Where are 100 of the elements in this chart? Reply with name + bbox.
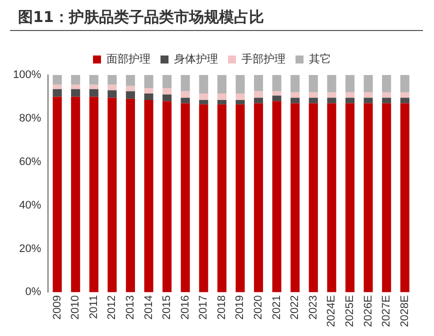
bar — [162, 75, 172, 88]
x-tick-label: 2015 — [161, 295, 174, 320]
bar — [162, 101, 172, 292]
bar — [180, 103, 190, 292]
bar — [254, 91, 264, 98]
y-tick-label: 60% — [19, 156, 42, 168]
bar — [52, 75, 62, 85]
bar — [217, 100, 226, 104]
x-tick-label: 2024E — [326, 295, 338, 328]
bar — [400, 75, 410, 92]
bar — [290, 98, 300, 104]
bar — [162, 88, 172, 95]
x-tick-label: 2016 — [179, 295, 192, 320]
legend-label: 面部护理 — [106, 52, 150, 66]
bar — [327, 98, 336, 104]
bar — [126, 98, 135, 292]
bar — [327, 92, 336, 98]
x-tick-label: 2022 — [289, 295, 302, 320]
bar — [89, 75, 98, 85]
bar — [254, 75, 264, 92]
x-tick-label: 2017 — [198, 295, 210, 320]
bar — [364, 75, 373, 92]
x-tick-label: 2011 — [88, 295, 100, 319]
x-tick-label: 2026E — [362, 295, 374, 328]
bar — [199, 104, 208, 292]
bar — [126, 86, 135, 92]
y-tick-label: 0% — [25, 286, 42, 298]
bar — [89, 89, 98, 97]
bar — [308, 103, 318, 292]
bar — [217, 93, 226, 100]
x-tick-label: 2025E — [344, 295, 356, 328]
bar — [308, 98, 318, 104]
x-tick-label: 2009 — [51, 295, 64, 320]
x-tick-label: 2010 — [70, 295, 82, 320]
x-tick-label: 2023 — [307, 295, 320, 320]
bar — [199, 100, 208, 104]
bar — [108, 84, 117, 90]
bar — [236, 100, 245, 104]
bar — [236, 93, 245, 100]
bar — [254, 98, 264, 104]
legend-label: 身体护理 — [174, 52, 218, 66]
x-tick-label: 2021 — [270, 295, 283, 320]
bar — [400, 98, 410, 104]
bar — [108, 90, 117, 98]
bar — [144, 100, 154, 292]
bar — [272, 96, 282, 102]
bar — [382, 75, 392, 92]
bar — [52, 96, 62, 292]
chart-title: 图11：护肤品类子品类市场规模占比 — [10, 8, 423, 31]
bar — [126, 75, 135, 86]
x-tick-label: 2014 — [142, 295, 155, 320]
bar — [254, 103, 264, 292]
bar — [308, 75, 318, 92]
bar — [217, 75, 226, 94]
bar — [272, 91, 282, 96]
bar — [180, 75, 190, 92]
bar — [108, 75, 117, 85]
bar — [382, 98, 392, 104]
y-tick-label: 100% — [12, 69, 42, 82]
legend-label: 手部护理 — [242, 52, 286, 66]
bar — [126, 91, 135, 99]
bar — [345, 92, 354, 98]
bar — [144, 88, 154, 94]
bar — [199, 75, 208, 94]
bar — [52, 89, 62, 97]
bar — [236, 104, 245, 292]
bar — [108, 98, 117, 292]
bar — [272, 75, 282, 92]
bar — [327, 103, 336, 292]
bar — [144, 93, 154, 100]
bar — [180, 98, 190, 104]
bar — [382, 92, 392, 98]
bar — [327, 75, 336, 92]
bar — [400, 103, 410, 292]
bar — [364, 92, 373, 98]
bar — [71, 96, 80, 292]
x-tick-label: 2020 — [252, 295, 265, 320]
bar — [364, 98, 373, 104]
bar — [400, 92, 410, 98]
bar — [345, 103, 354, 292]
y-tick-label: 80% — [19, 112, 42, 124]
x-tick-label: 2027E — [380, 295, 393, 328]
bar — [71, 84, 80, 90]
bar — [345, 75, 354, 92]
bar — [382, 103, 392, 292]
y-tick-label: 20% — [19, 242, 42, 255]
bar — [236, 75, 245, 94]
legend-label: 其它 — [309, 52, 331, 66]
bar — [144, 75, 154, 88]
bar — [89, 96, 98, 292]
bar — [180, 91, 190, 98]
bar — [364, 103, 373, 292]
bar — [290, 103, 300, 292]
y-tick-label: 40% — [19, 199, 42, 212]
bar — [308, 92, 318, 98]
bar — [71, 89, 80, 97]
bar — [290, 75, 300, 92]
bar — [272, 101, 282, 292]
x-tick-label: 2018 — [216, 295, 228, 320]
bar — [345, 98, 354, 104]
